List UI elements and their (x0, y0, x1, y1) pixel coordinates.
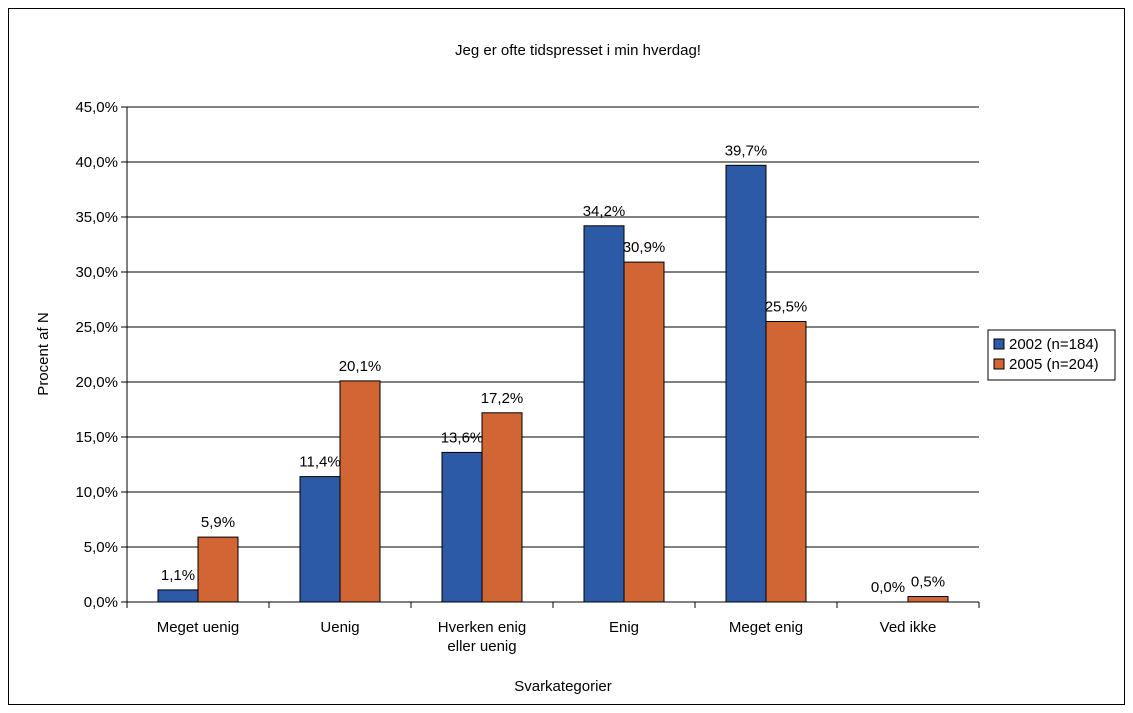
x-axis-label: Svarkategorier (514, 678, 612, 695)
y-tick-label: 0,0% (84, 594, 118, 611)
data-label: 20,1% (339, 358, 382, 375)
y-tick-label: 45,0% (75, 99, 118, 116)
y-tick-label: 35,0% (75, 209, 118, 226)
x-tick-label: Ved ikke (880, 619, 937, 636)
x-tick-label: Uenig (320, 619, 359, 636)
data-labels: 1,1% 5,9% 11,4% 20,1% 13,6% 17,2% 34,2% 30,9% 39… (161, 142, 945, 596)
bar (583, 225, 625, 603)
data-label: 25,5% (765, 299, 808, 316)
y-tick-label: 15,0% (75, 429, 118, 446)
data-label: 30,9% (623, 239, 666, 256)
data-label: 0,0% (871, 579, 905, 596)
y-tick-label: 10,0% (75, 484, 118, 501)
y-axis-label: Procent af N (35, 312, 52, 395)
axes (121, 106, 980, 608)
bar (197, 536, 239, 603)
y-tick-label: 25,0% (75, 319, 118, 336)
x-ticks: Meget uenig Uenig Hverken enig eller uenig E… (157, 619, 937, 655)
x-tick-label: Hverken enig (438, 619, 526, 636)
data-label: 5,9% (201, 514, 235, 531)
legend: 2002 (n=184) 2005 (n=204) (987, 329, 1116, 381)
bar (481, 412, 523, 603)
bar (765, 321, 807, 603)
bar (623, 261, 665, 603)
chart-frame: Jeg er ofte tidspresset i min hverdag! P… (8, 8, 1125, 705)
x-tick-label: Enig (609, 619, 639, 636)
data-label: 11,4% (299, 454, 340, 471)
gridlines (127, 106, 979, 548)
data-label: 34,2% (583, 203, 626, 220)
legend-box (987, 329, 1116, 381)
y-tick-label: 30,0% (75, 264, 118, 281)
bar (339, 380, 381, 603)
y-tick-label: 20,0% (75, 374, 118, 391)
y-tick-label: 40,0% (75, 154, 118, 171)
bar (907, 596, 949, 603)
bar (725, 164, 767, 603)
legend-label: 2002 (n=184) (1009, 336, 1099, 353)
y-ticks: 0,0% 5,0% 10,0% 15,0% 20,0% 25,0% 30,0% 35,0% 40… (75, 99, 118, 611)
data-label: 17,2% (481, 390, 524, 407)
bar (299, 476, 341, 603)
data-label: 13,6% (441, 429, 484, 446)
data-label: 1,1% (161, 567, 195, 584)
x-tick-label: eller uenig (447, 638, 516, 655)
bar (157, 589, 199, 603)
legend-swatch (993, 358, 1005, 370)
legend-label: 2005 (n=204) (1009, 356, 1099, 373)
data-label: 39,7% (725, 142, 768, 159)
bar (441, 451, 483, 603)
bars (157, 164, 949, 603)
x-tick-label: Meget enig (729, 619, 803, 636)
y-tick-label: 5,0% (84, 539, 118, 556)
chart-title: Jeg er ofte tidspresset i min hverdag! (455, 42, 701, 59)
bar-chart: Jeg er ofte tidspresset i min hverdag! P… (35, 42, 1116, 695)
legend-swatch (993, 338, 1005, 350)
x-tick-label: Meget uenig (157, 619, 240, 636)
data-label: 0,5% (911, 574, 945, 591)
